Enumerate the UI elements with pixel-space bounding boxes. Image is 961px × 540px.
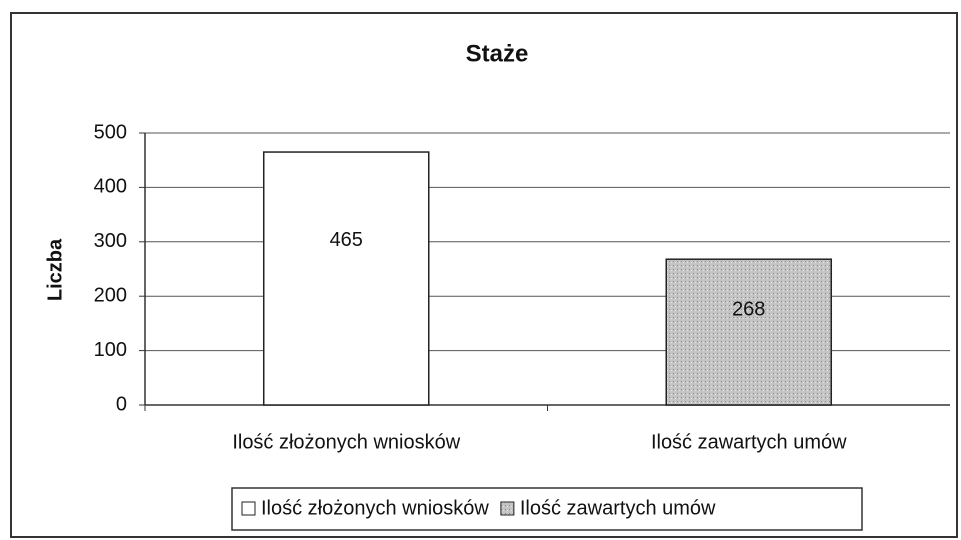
- legend-label: Ilość złożonych wniosków: [261, 497, 489, 519]
- data-label: 268: [732, 299, 765, 321]
- y-tick-label: 500: [94, 121, 127, 143]
- bar: [665, 258, 833, 406]
- data-label: 465: [330, 229, 363, 251]
- legend-swatch: [500, 501, 515, 516]
- legend-box: [231, 487, 863, 531]
- x-tick-label: Ilość zawartych umów: [651, 431, 847, 453]
- bar: [262, 151, 430, 406]
- y-tick-label: 200: [94, 284, 127, 306]
- x-tick-label: Ilość złożonych wniosków: [232, 431, 460, 453]
- chart-title: Staże: [466, 40, 529, 67]
- legend-swatch: [241, 501, 256, 516]
- y-tick-label: 0: [116, 393, 127, 415]
- y-tick-label: 100: [94, 339, 127, 361]
- y-tick-label: 300: [94, 230, 127, 252]
- legend: Ilość złożonych wniosków Ilość zawartych …: [231, 487, 863, 531]
- y-tick-label: 400: [94, 176, 127, 198]
- y-axis-label: Liczba: [44, 238, 66, 301]
- legend-label: Ilość zawartych umów: [520, 497, 716, 519]
